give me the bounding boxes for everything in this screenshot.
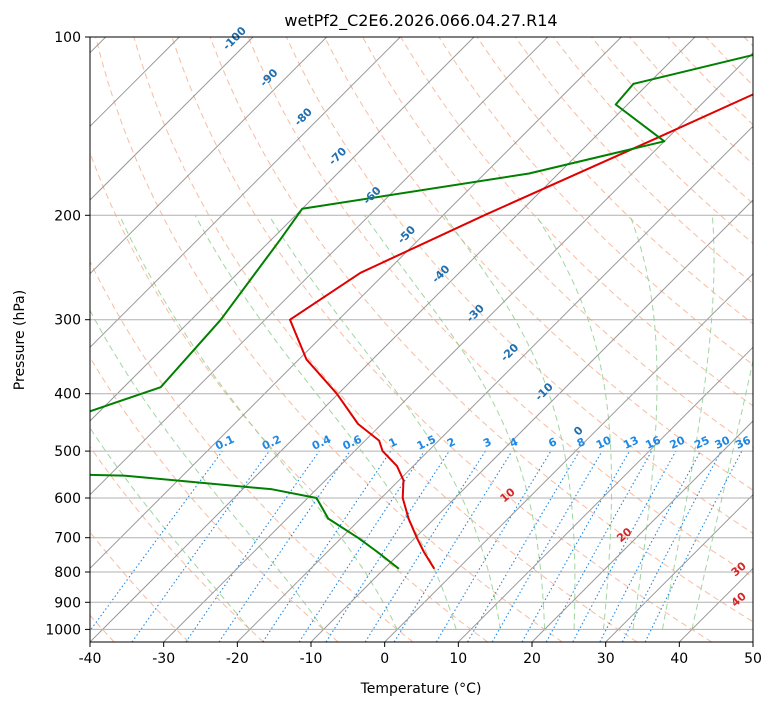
mixing-ratio-line xyxy=(572,450,677,642)
isotherm-line xyxy=(163,51,753,642)
dry-adiabat-line xyxy=(90,260,414,642)
x-tick-label: -40 xyxy=(79,651,102,667)
dry-adiabat-line xyxy=(514,37,753,285)
mixing-ratio-label: 13 xyxy=(621,434,640,452)
y-tick-label: 300 xyxy=(54,313,81,329)
dry-adiabat-line xyxy=(247,37,753,578)
temperature-profile-line xyxy=(289,93,753,570)
mixing-ratio-line xyxy=(262,450,392,642)
isotherm-line xyxy=(90,37,254,201)
y-tick-label: 100 xyxy=(54,30,81,46)
x-tick-label: 30 xyxy=(597,651,615,667)
y-axis-label: Pressure (hPa) xyxy=(12,290,28,390)
dry-adiabat-line xyxy=(285,37,753,534)
isotherm-line xyxy=(605,493,753,642)
isotherm-line xyxy=(457,346,753,642)
dry-adiabat-line xyxy=(476,37,753,325)
x-tick-label: 10 xyxy=(449,651,467,667)
x-tick-label: 40 xyxy=(670,651,688,667)
y-tick-label: 200 xyxy=(54,208,81,224)
mixing-ratio-line xyxy=(90,450,223,632)
y-tick-label: 600 xyxy=(54,491,81,507)
mixing-ratio-label: 30 xyxy=(713,433,733,451)
mixing-ratio-line xyxy=(298,450,425,642)
mixing-ratio-line xyxy=(131,450,270,642)
grid-lines xyxy=(90,37,753,642)
x-tick-label: -20 xyxy=(226,651,249,667)
isotherm-line xyxy=(531,420,753,642)
x-tick-label: 20 xyxy=(523,651,541,667)
x-tick-label: 50 xyxy=(744,651,762,667)
x-axis-label: Temperature (°C) xyxy=(360,681,482,697)
isotherm-line xyxy=(90,37,549,496)
y-axis: 100 200 300 400 500 600 700 800 900 1000 xyxy=(45,30,90,638)
y-tick-label: 1000 xyxy=(45,622,81,638)
moist-adiabat-line xyxy=(90,309,324,630)
isotherm-line xyxy=(90,37,328,275)
mixing-ratio-label: 25 xyxy=(692,434,711,452)
mixing-ratio-line xyxy=(521,450,630,642)
dry-adiabat-line xyxy=(324,37,753,491)
x-axis: -40 -30 -20 -10 0 10 20 30 40 50 xyxy=(79,642,762,667)
dry-adiabat-line xyxy=(90,445,264,642)
y-tick-label: 500 xyxy=(54,444,81,460)
x-tick-label: 0 xyxy=(380,651,389,667)
mixing-ratio-line xyxy=(545,450,653,642)
isotherm-line xyxy=(384,272,753,642)
mixing-ratio-line xyxy=(393,450,513,642)
isotherm-line xyxy=(236,125,753,642)
isotherm-line xyxy=(310,199,753,642)
plot-frame xyxy=(89,36,754,643)
dry-adiabat-line xyxy=(209,37,753,623)
y-tick-label: 800 xyxy=(54,565,81,581)
isotherm-line xyxy=(90,37,475,422)
x-tick-label: -10 xyxy=(300,651,323,667)
profiles xyxy=(90,53,753,570)
mixing-ratio-label: 20 xyxy=(668,433,688,451)
mixing-ratio-line xyxy=(185,450,320,642)
mixing-ratio-label: 10 xyxy=(594,433,614,451)
dry-adiabat-line xyxy=(95,37,563,642)
dry-adiabat-line xyxy=(90,356,339,642)
y-tick-label: 400 xyxy=(54,387,81,403)
x-tick-label: -30 xyxy=(152,651,175,667)
dewpoint-profile-line xyxy=(90,53,753,570)
y-tick-label: 900 xyxy=(54,595,81,611)
chart-title: wetPf2_C2E6.2026.066.04.27.R14 xyxy=(284,11,557,31)
isotherm-line xyxy=(90,37,696,642)
isotherm-line xyxy=(90,37,401,349)
mixing-ratio-line xyxy=(218,450,351,642)
dry-adiabat-line xyxy=(171,37,712,642)
mixing-ratio-label: 36 xyxy=(733,433,753,451)
mixing-ratio-line xyxy=(325,450,450,642)
mixing-ratio-line xyxy=(644,450,743,642)
isotherm-line xyxy=(90,37,622,570)
moist-adiabat-line xyxy=(119,215,398,630)
mixing-ratio-label: 16 xyxy=(643,433,663,451)
y-tick-label: 700 xyxy=(54,531,81,547)
plot-area xyxy=(90,37,753,642)
